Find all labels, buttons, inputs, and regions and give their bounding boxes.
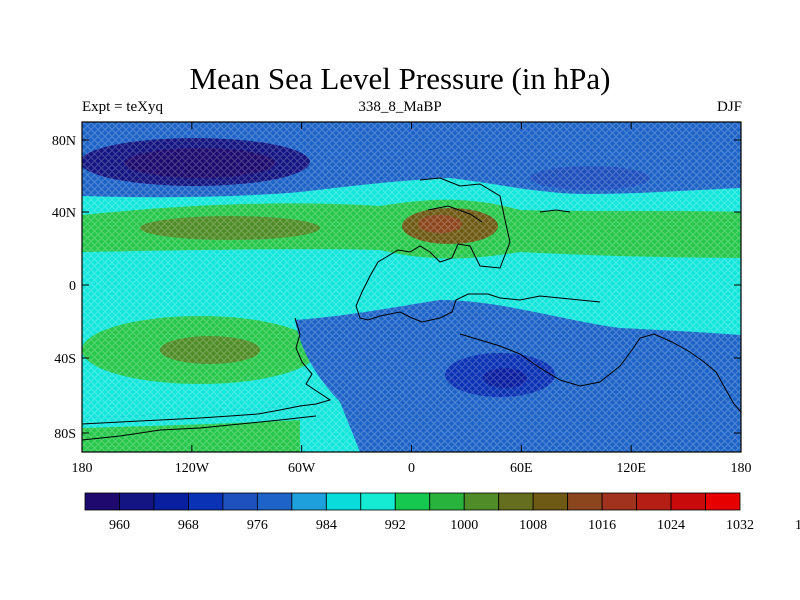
lon-tick-label: 0 [408, 461, 415, 476]
longitude-axis: 180 120W 60W 0 60E 120E 180 [72, 122, 752, 476]
colorbar-swatch [567, 492, 603, 511]
colorbar-swatch [360, 492, 396, 511]
experiment-label: Expt = teXyq [82, 99, 163, 115]
colorbar-label: 1016 [588, 518, 616, 533]
colorbar-swatch [222, 492, 258, 511]
lat-tick-label: 80S [54, 427, 76, 442]
colorbar-swatch [498, 492, 534, 511]
latitude-axis: 80N 40N 0 40S 80S [52, 134, 741, 442]
colorbar-swatch [84, 492, 120, 511]
colorbar-swatch [429, 492, 465, 511]
colorbar-swatch [705, 492, 741, 511]
colorbar-label: 1024 [657, 518, 685, 533]
colorbar-label: 1040 [795, 518, 800, 533]
colorbar-swatch [256, 492, 293, 511]
colorbar-swatch [636, 492, 672, 511]
colorbar-label: 960 [109, 518, 130, 533]
colorbar-swatch [670, 492, 706, 511]
colorbar: 960 968 976 984 992 1000 1008 1016 1024 1032 1040 [84, 492, 800, 533]
lat-tick-label: 80N [52, 134, 76, 149]
lon-tick-label: 120E [616, 461, 646, 476]
lat-tick-label: 0 [69, 279, 76, 294]
colorbar-label: 1032 [726, 518, 754, 533]
lon-tick-label: 60W [288, 461, 316, 476]
colorbar-swatch [601, 492, 637, 511]
colorbar-swatch [119, 492, 155, 511]
pressure-field [82, 122, 741, 452]
time-period-label: 338_8_MaBP [358, 99, 442, 115]
lon-tick-label: 60E [510, 461, 533, 476]
season-label: DJF [716, 99, 742, 115]
colorbar-label: 976 [247, 518, 268, 533]
lat-tick-label: 40S [54, 352, 76, 367]
colorbar-swatch [532, 492, 569, 511]
lat-tick-label: 40N [52, 206, 76, 221]
map-title: Mean Sea Level Pressure (in hPa) [189, 61, 611, 96]
colorbar-label: 968 [178, 518, 199, 533]
colorbar-swatch [463, 492, 500, 511]
colorbar-swatch [325, 492, 362, 511]
lon-tick-label: 180 [72, 461, 93, 476]
colorbar-swatch [153, 492, 189, 511]
lon-tick-label: 180 [731, 461, 752, 476]
colorbar-label: 984 [316, 518, 337, 533]
colorbar-swatch [291, 492, 327, 511]
colorbar-label: 992 [385, 518, 406, 533]
colorbar-swatch [394, 492, 431, 511]
colorbar-label: 1000 [450, 518, 478, 533]
colorbar-swatch [188, 492, 224, 511]
colorbar-label: 1008 [519, 518, 547, 533]
lon-tick-label: 120W [175, 461, 210, 476]
coastlines [82, 177, 741, 441]
